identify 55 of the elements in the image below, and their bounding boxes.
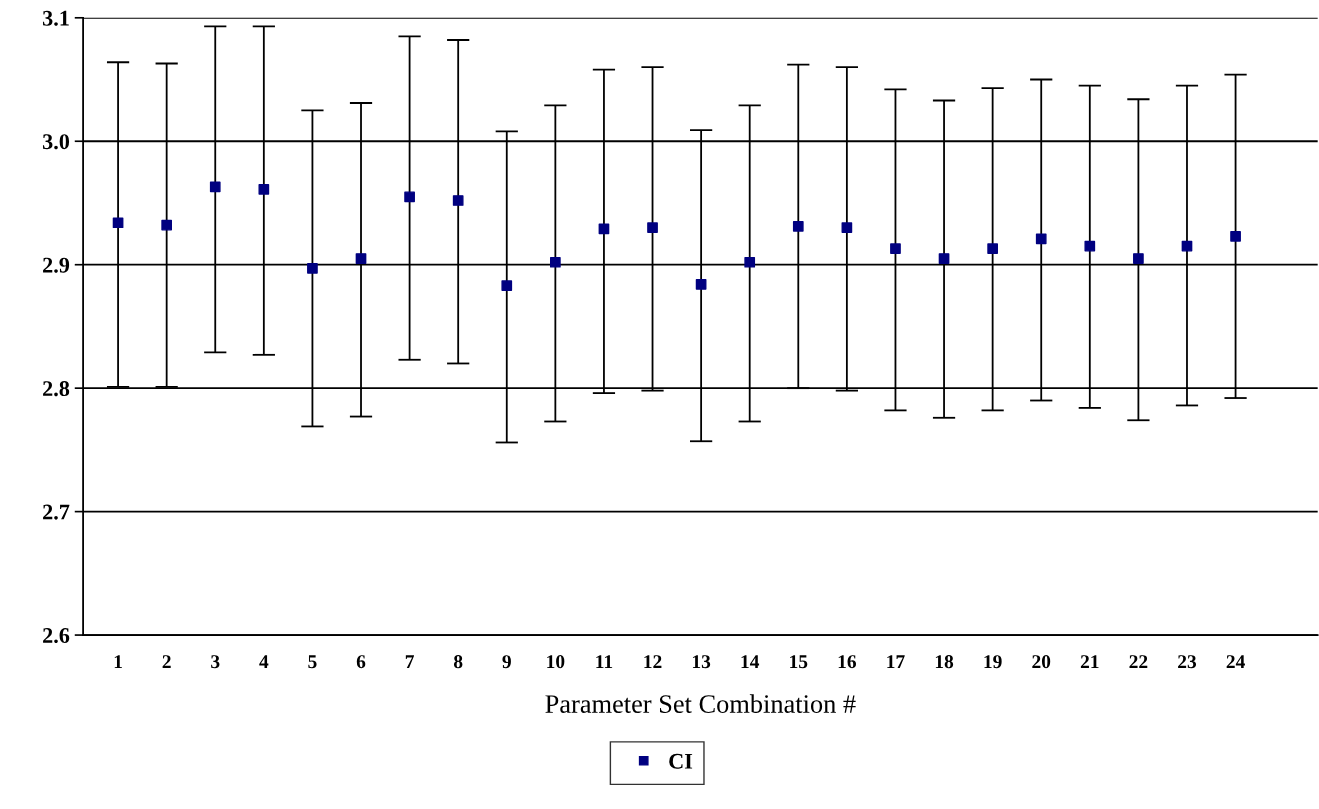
point [404,191,415,203]
point [1035,233,1047,245]
point [1084,240,1096,252]
point [987,243,998,255]
x-axis-title: Parameter Set Combination # [545,694,856,713]
x-tick-label: 4 [259,655,269,668]
y-tick-label: 2.7 [43,504,70,520]
point [938,253,950,264]
point [744,256,756,268]
x-tick-label: 14 [741,655,760,668]
x-tick-label: 10 [547,655,565,669]
point [1133,253,1144,264]
point [258,184,270,195]
x-tick-label: 1 [114,655,122,668]
point [452,195,464,206]
x-tick-label: 22 [1129,655,1148,668]
y-tick-label: 3.0 [42,134,70,150]
point [1181,240,1193,252]
x-tick-label: 23 [1178,655,1197,669]
point [112,217,124,229]
x-tick-label: 6 [356,655,366,669]
point [647,222,658,234]
x-tick-label: 3 [211,655,220,669]
legend-label: CI [669,753,693,769]
x-tick-label: 12 [644,655,662,668]
point [792,221,804,232]
x-tick-label: 15 [790,655,808,669]
point [890,243,901,255]
x-tick-label: 17 [887,655,905,668]
point [695,279,707,290]
x-tick-label: 5 [308,655,317,669]
point [841,222,853,234]
point [550,256,561,268]
x-tick-label: 21 [1080,655,1099,668]
y-tick-label: 3.1 [42,10,69,26]
point [307,263,318,274]
point [1230,230,1241,242]
x-tick-label: 18 [935,655,954,669]
y-tick-label: 2.6 [43,628,70,644]
x-tick-label: 16 [838,655,857,669]
x-tick-label: 24 [1226,655,1245,668]
x-tick-label: 20 [1032,655,1051,669]
x-tick-label: 19 [984,655,1002,669]
x-tick-label: 11 [596,655,613,668]
point [355,253,367,264]
point [161,219,173,231]
y-tick-label: 2.8 [43,381,70,397]
x-tick-label: 7 [405,655,414,668]
x-tick-label: 9 [502,655,511,669]
point [501,280,513,292]
x-tick-label: 8 [453,655,463,669]
point [209,181,221,193]
x-tick-label: 13 [692,655,711,669]
y-tick-label: 2.9 [43,257,70,273]
x-tick-label: 2 [162,655,171,668]
